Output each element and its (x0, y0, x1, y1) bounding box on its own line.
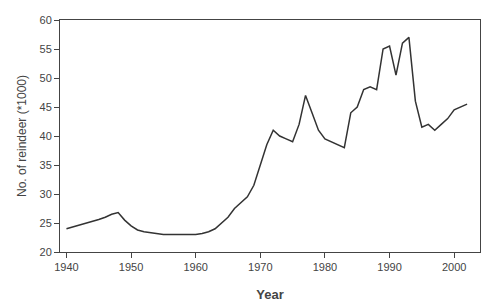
svg-text:25: 25 (40, 217, 52, 229)
svg-text:40: 40 (40, 130, 52, 142)
svg-text:30: 30 (40, 188, 52, 200)
svg-text:1990: 1990 (377, 261, 401, 273)
svg-text:1960: 1960 (183, 261, 207, 273)
svg-text:60: 60 (40, 14, 52, 26)
svg-text:1970: 1970 (248, 261, 272, 273)
svg-text:1980: 1980 (313, 261, 337, 273)
svg-text:Year: Year (256, 287, 283, 302)
svg-text:55: 55 (40, 43, 52, 55)
svg-text:45: 45 (40, 101, 52, 113)
svg-text:2000: 2000 (442, 261, 466, 273)
svg-text:50: 50 (40, 72, 52, 84)
svg-text:1950: 1950 (119, 261, 143, 273)
svg-text:1940: 1940 (54, 261, 78, 273)
svg-text:20: 20 (40, 246, 52, 258)
svg-text:35: 35 (40, 159, 52, 171)
svg-text:No. of reindeer (*1000): No. of reindeer (*1000) (15, 75, 29, 197)
